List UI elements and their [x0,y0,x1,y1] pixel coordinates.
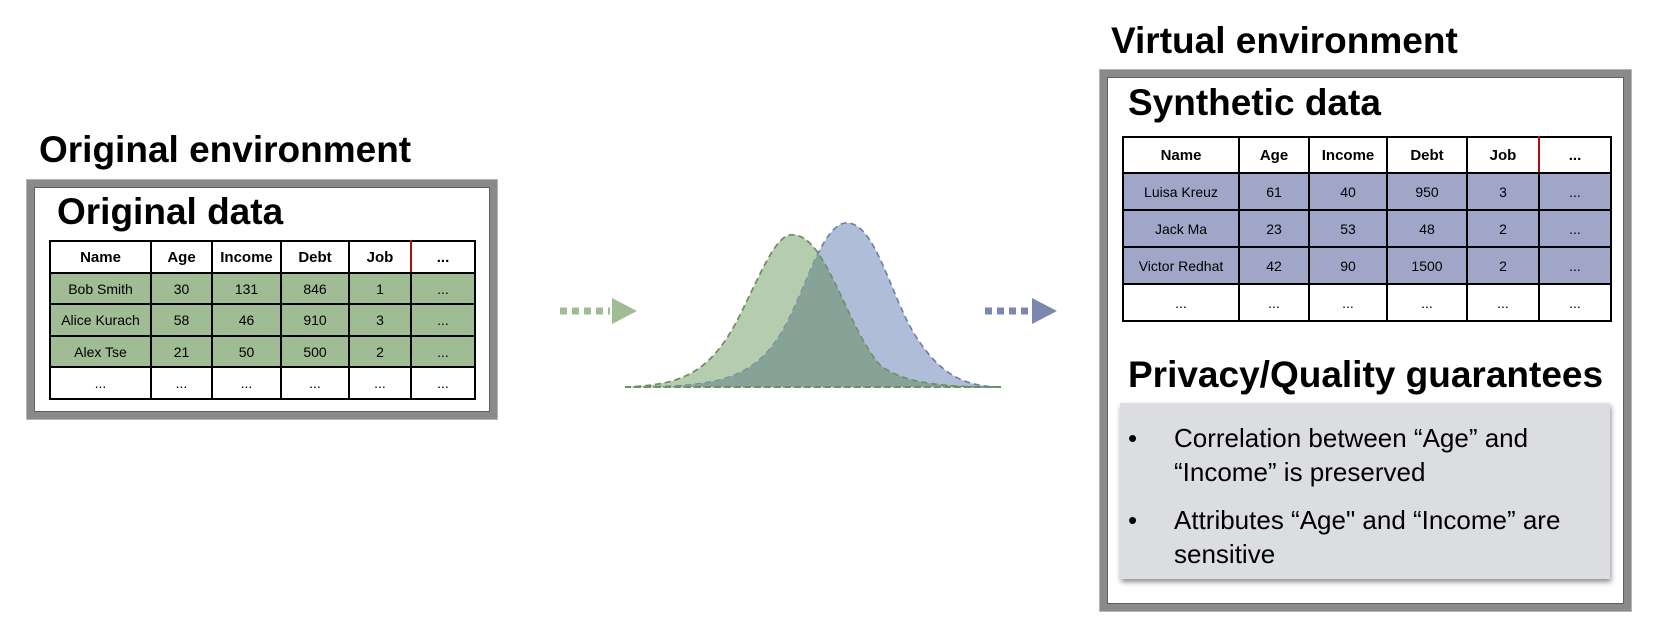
table-cell: Victor Redhat [1122,246,1240,285]
column-header-job: Job [348,240,412,274]
guarantee-item: Attributes “Age" and “Income” are sensit… [1174,505,1561,569]
table-row: Alice Kurach 58 46 910 3 ... [49,303,476,337]
table-cell: 2 [348,335,412,368]
table-cell: ... [49,366,152,400]
table-cell: 910 [280,303,350,337]
table-row: Luisa Kreuz 61 40 950 3 ... [1122,172,1612,211]
guarantee-item: Correlation between “Age” and “Income” i… [1174,423,1529,487]
table-row: Victor Redhat 42 90 1500 2 ... [1122,246,1612,285]
table-cell: ... [150,366,213,400]
virtual-environment-title: Virtual environment [1111,20,1458,61]
column-header-debt: Debt [280,240,350,274]
table-cell: ... [410,335,476,368]
table-cell: ... [1538,246,1612,285]
table-cell: Jack Ma [1122,209,1240,248]
table-cell: 30 [150,272,213,305]
table-cell: ... [1466,283,1540,322]
table-cell: ... [1122,283,1240,322]
table-row: Jack Ma 23 53 48 2 ... [1122,209,1612,248]
table-cell: Alice Kurach [49,303,152,337]
table-header-row: Name Age Income Debt Job ... [1122,136,1612,174]
table-cell: Luisa Kreuz [1122,172,1240,211]
table-cell: 2 [1466,246,1540,285]
original-data-table: Name Age Income Debt Job ... Bob Smith 3… [49,240,476,400]
column-header-name: Name [1122,136,1240,174]
guarantees-box: • Correlation between “Age” and “Income”… [1120,403,1610,579]
table-cell: 23 [1238,209,1310,248]
table-cell: Bob Smith [49,272,152,305]
column-header-name: Name [49,240,152,274]
table-cell: Alex Tse [49,335,152,368]
synthetic-data-title: Synthetic data [1128,82,1381,123]
column-header-age: Age [150,240,213,274]
table-cell: 500 [280,335,350,368]
table-cell: 2 [1466,209,1540,248]
table-cell: ... [211,366,282,400]
table-cell: ... [348,366,412,400]
table-cell: 40 [1308,172,1388,211]
table-cell: ... [280,366,350,400]
synthetic-data-table: Name Age Income Debt Job ... Luisa Kreuz… [1122,136,1612,322]
table-row: ... ... ... ... ... ... [1122,283,1612,322]
column-header-income: Income [1308,136,1388,174]
table-cell: ... [1238,283,1310,322]
table-cell: 48 [1386,209,1468,248]
table-cell: ... [1538,172,1612,211]
original-data-title: Original data [57,191,284,232]
table-cell: 846 [280,272,350,305]
table-cell: ... [410,303,476,337]
table-row: Bob Smith 30 131 846 1 ... [49,272,476,305]
column-header-job: Job [1466,136,1540,174]
table-cell: ... [1538,283,1612,322]
column-header-age: Age [1238,136,1310,174]
bullet-icon: • [1128,423,1138,453]
column-header-more: ... [1538,136,1612,174]
table-cell: 53 [1308,209,1388,248]
distribution-curves-icon [624,222,1003,388]
table-cell: 21 [150,335,213,368]
table-cell: ... [1538,209,1612,248]
table-row: Alex Tse 21 50 500 2 ... [49,335,476,368]
table-cell: 3 [348,303,412,337]
table-cell: ... [410,366,476,400]
column-header-income: Income [211,240,282,274]
table-row: ... ... ... ... ... ... [49,366,476,400]
privacy-quality-guarantees-title: Privacy/Quality guarantees [1128,354,1604,395]
table-cell: 131 [211,272,282,305]
table-cell: ... [1308,283,1388,322]
table-cell: 90 [1308,246,1388,285]
table-cell: 950 [1386,172,1468,211]
green-distribution-outline [624,234,1001,388]
original-environment-title: Original environment [39,129,412,170]
table-cell: 42 [1238,246,1310,285]
column-header-more: ... [410,240,476,274]
dotted-arrow-right-icon [560,298,637,324]
table-cell: 1500 [1386,246,1468,285]
table-cell: ... [1386,283,1468,322]
table-cell: 3 [1466,172,1540,211]
table-cell: 46 [211,303,282,337]
bullet-icon: • [1128,505,1138,535]
table-cell: 50 [211,335,282,368]
table-header-row: Name Age Income Debt Job ... [49,240,476,274]
table-cell: ... [410,272,476,305]
dotted-arrow-right-icon [985,298,1057,324]
table-cell: 1 [348,272,412,305]
column-header-debt: Debt [1386,136,1468,174]
table-cell: 58 [150,303,213,337]
table-cell: 61 [1238,172,1310,211]
